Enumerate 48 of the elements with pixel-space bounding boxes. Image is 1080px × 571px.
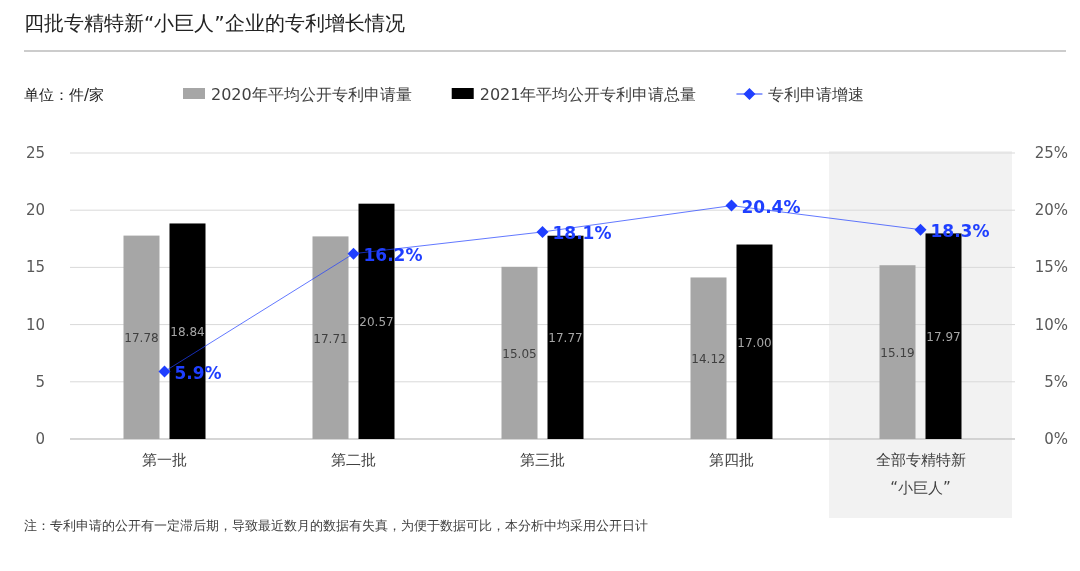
y-tick-label: 0: [35, 430, 45, 448]
point: [914, 223, 927, 236]
y-tick-label: 10: [25, 315, 45, 334]
y-tick-label: 5: [35, 372, 45, 391]
data-label: 18.3%: [930, 220, 990, 241]
bar: [123, 235, 160, 439]
y2-tick-label: 20%: [1034, 201, 1068, 220]
text: 注：专利申请的公开有一定滞后期，导致最近数月的数据有失真，为便于数据可比，本分析中均采用公开日计: [24, 518, 648, 533]
data-label: 17.97: [926, 330, 961, 345]
bar: [736, 244, 773, 439]
data-label: 17.71: [313, 331, 348, 346]
point: [158, 365, 171, 378]
data-label: 18.84: [170, 325, 205, 340]
point: [725, 199, 738, 212]
data-label: 17.00: [737, 335, 772, 350]
bar: [501, 266, 538, 439]
y2-tick-label: 5%: [1044, 372, 1068, 391]
x-tick-label: 第一批: [142, 451, 187, 469]
data-label: 18.1%: [552, 222, 612, 243]
y-tick-label: 25: [25, 144, 45, 162]
y-tick-label: 20: [25, 201, 45, 220]
bar: [312, 236, 349, 439]
data-label: 15.19: [880, 346, 915, 361]
x-tick-label: 第二批: [331, 451, 376, 469]
data-label: 15.05: [502, 346, 537, 361]
data-label: 14.12: [691, 352, 726, 367]
data-label: 20.4%: [741, 196, 801, 217]
legend-label: 2020年平均公开专利申请量: [211, 85, 412, 104]
data-label: 20.57: [359, 315, 394, 330]
y2-tick-label: 15%: [1034, 258, 1068, 277]
legend-label: 专利申请增速: [768, 85, 865, 104]
y2-tick-label: 10%: [1034, 315, 1068, 334]
data-label: 17.77: [548, 331, 583, 346]
y-axis-title: 单位：件/家: [24, 86, 105, 104]
y2-tick-label: 0%: [1044, 430, 1068, 448]
legend-label: 2021年平均公开专利申请总量: [479, 85, 697, 104]
data-label: 16.2%: [363, 244, 423, 265]
y2-tick-label: 25%: [1034, 144, 1068, 162]
point: [347, 247, 360, 260]
data-label: 17.78: [124, 331, 159, 346]
bar: [879, 265, 916, 439]
point: [536, 225, 549, 238]
chart-title: 四批专精特新“小巨人”企业的专利增长情况: [24, 11, 405, 35]
x-tick-label: 第四批: [709, 451, 754, 469]
bar: [690, 277, 727, 439]
x-tick-label: 全部专精特新“小巨人”: [875, 451, 966, 497]
x-tick-label: 第三批: [520, 451, 565, 469]
y-tick-label: 15: [25, 258, 45, 277]
